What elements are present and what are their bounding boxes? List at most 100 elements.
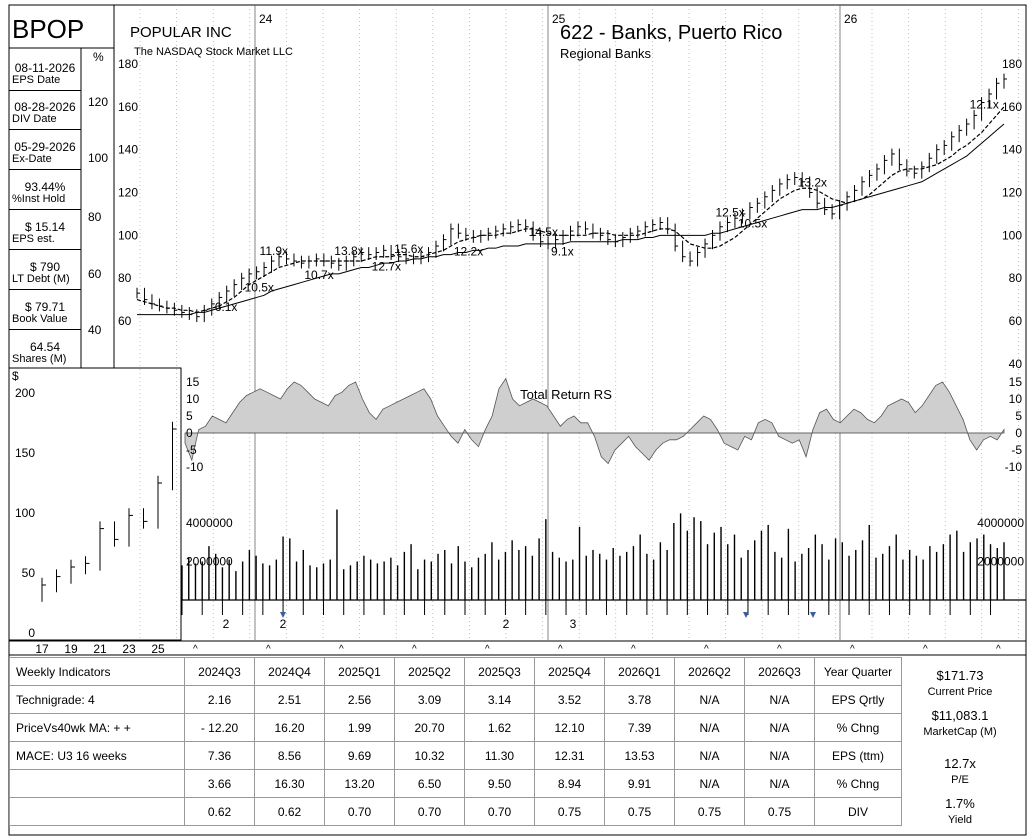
pct-axis-tick: 60 [88,267,102,281]
right-axis-tick: 160 [1002,100,1022,114]
volume-plot: 4000000 4000000 2000000 2000000 2 2 2 3 ^ ^ ^ ^ ^ ^ ^ ^… [181,509,1026,655]
pct-axis-label: % [93,50,104,64]
stat-value: 64.54 [29,340,61,354]
table-header-cell: 2025Q1 [324,657,395,686]
market-cap-value: $11,083.1 [931,708,989,723]
volume-tick-right: 2000000 [977,555,1024,569]
caret-marker: ^ [558,644,563,655]
table-cell: N/A [744,685,815,714]
table-cell [9,797,185,826]
eps-axis-tick: 0 [28,626,35,640]
table-row: 0.62 0.62 0.70 0.70 0.70 0.75 0.75 0.75 … [9,797,902,826]
rs-axis-tick-right: 0 [1015,426,1022,440]
year-label: 25 [552,12,566,26]
right-axis-tick: 40 [1009,357,1023,371]
eps-axis-tick: 200 [15,386,35,400]
pe-annotation: 15.6x [394,242,423,256]
stat-div-date: 08-28-2026 DIV Date [9,99,81,130]
table-cell: N/A [674,685,745,714]
stat-lt-debt: $ 790 LT Debt (M) [9,259,81,290]
table-cell: 12.31 [534,741,605,770]
volume-tick-left: 4000000 [186,516,233,530]
rs-axis-tick-right: -5 [1011,443,1022,457]
ticker-symbol: BPOP [12,14,85,44]
table-header-cell: 2026Q1 [604,657,675,686]
right-axis-tick: 140 [1002,143,1022,157]
pe-annotation: 10.5x [738,216,767,230]
pe-annotation: 13.2x [798,176,827,190]
eps-year-label: 25 [151,642,165,656]
weekly-indicators-table: Weekly Indicators 2024Q3 2024Q4 2025Q1 2… [9,657,902,826]
table-cell: 10.32 [394,741,465,770]
caret-marker: ^ [193,644,198,655]
rs-axis-tick-left: -5 [186,443,197,457]
stat-value: 08-11-2026 [14,61,76,75]
caret-marker: ^ [923,644,928,655]
table-cell: DIV [814,797,902,826]
down-arrow-icon [280,612,286,618]
table-cell: N/A [674,713,745,742]
bottom-marker: 2 [223,617,230,631]
industry-subgroup: Regional Banks [560,46,652,61]
pe-annotation: 10.5x [245,281,274,295]
down-arrow-icon [810,612,816,618]
table-cell: 9.91 [604,769,675,798]
pe-annotation: 10.7x [304,268,333,282]
bottom-marker: 2 [280,617,287,631]
vertical-gridlines [139,5,1019,640]
table-cell: PriceVs40wk MA: + + [9,713,185,742]
table-row: Technigrade: 4 2.16 2.51 2.56 3.09 3.14 … [9,685,902,714]
yield-value: 1.7% [945,796,975,811]
pe-annotation: 12.2x [454,244,483,258]
pe-annotation: 6.1x [215,300,238,314]
table-header-cell: 2026Q2 [674,657,745,686]
caret-marker: ^ [412,644,417,655]
rs-axis-tick-right: -10 [1005,460,1023,474]
table-header-cell: 2025Q4 [534,657,605,686]
rs-axis-tick-left: 15 [186,375,200,389]
table-cell: 2.16 [184,685,255,714]
table-cell: 1.62 [464,713,535,742]
stat-caption: %Inst Hold [12,193,66,205]
pe-annotation: 12.5x [715,205,744,219]
exchange-name: The NASDAQ Stock Market LLC [134,46,293,58]
table-cell: 0.70 [394,797,465,826]
market-cap-label: MarketCap (M) [923,726,997,738]
table-row: 3.66 16.30 13.20 6.50 9.50 8.94 9.91 N/A… [9,769,902,798]
pe-annotation: 11.9x [260,244,288,258]
table-cell: N/A [674,769,745,798]
table-header-row: Weekly Indicators 2024Q3 2024Q4 2025Q1 2… [9,657,902,686]
caret-marker: ^ [339,644,344,655]
down-arrow-icon [743,612,749,618]
price-axis-tick: 140 [118,143,138,157]
eps-year-label: 17 [35,642,49,656]
pct-axis-tick: 120 [88,95,108,109]
table-cell: 8.94 [534,769,605,798]
table-header-cell: Weekly Indicators [9,657,185,686]
stat-eps-est: $ 15.14 EPS est. [9,219,81,250]
caret-marker: ^ [266,644,271,655]
table-header-cell: Year Quarter [814,657,902,686]
right-axis-tick: 60 [1009,314,1023,328]
table-cell: 16.20 [254,713,325,742]
stat-ex-date: 05-29-2026 Ex-Date [9,139,81,170]
table-cell: 0.75 [674,797,745,826]
table-cell: N/A [674,741,745,770]
table-cell: 3.14 [464,685,535,714]
table-row: MACE: U3 16 weeks 7.36 8.56 9.69 10.32 1… [9,741,902,770]
price-axis-tick: 60 [118,314,132,328]
table-cell: 3.09 [394,685,465,714]
year-label: 26 [844,12,858,26]
current-price-label: Current Price [927,686,993,698]
table-header-cell: 2024Q3 [184,657,255,686]
table-cell: 13.53 [604,741,675,770]
rs-area [184,377,1005,465]
current-price-value: $171.73 [936,668,984,683]
stat-caption: EPS est. [12,233,55,245]
year-label: 24 [259,12,273,26]
table-cell: 16.30 [254,769,325,798]
rs-axis-tick-left: 0 [186,426,193,440]
table-cell: 3.66 [184,769,255,798]
